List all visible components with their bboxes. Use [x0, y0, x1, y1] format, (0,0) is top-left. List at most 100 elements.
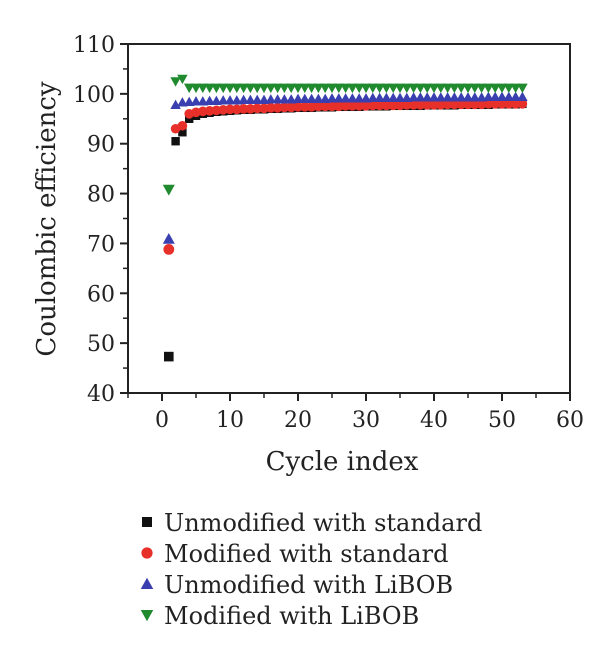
data-point — [387, 83, 399, 94]
legend-label: Modified with LiBOB — [164, 602, 419, 630]
data-points — [162, 74, 528, 362]
data-point — [435, 83, 447, 94]
data-point — [455, 83, 467, 94]
data-point — [272, 83, 283, 94]
x-tick-label: 50 — [488, 408, 516, 433]
data-point — [401, 83, 413, 94]
data-point — [163, 244, 175, 255]
data-point — [353, 93, 365, 103]
legend: Unmodified with standard Modified with st… — [140, 509, 482, 630]
data-point — [225, 104, 235, 115]
data-point — [251, 83, 263, 94]
data-point — [428, 83, 440, 94]
data-point — [353, 83, 365, 94]
data-point — [374, 83, 385, 94]
data-point — [204, 95, 215, 106]
data-point — [170, 77, 181, 87]
data-point — [177, 120, 188, 131]
data-point — [381, 92, 392, 103]
data-point — [347, 101, 358, 111]
data-point — [197, 83, 209, 94]
legend-marker — [140, 610, 154, 622]
data-point — [388, 100, 399, 111]
data-point — [293, 102, 303, 112]
data-point — [333, 83, 345, 94]
data-point — [162, 232, 175, 244]
data-point — [340, 101, 351, 111]
y-tick-label: 50 — [87, 332, 115, 357]
data-point — [483, 83, 494, 94]
data-point — [224, 83, 236, 94]
data-point — [279, 94, 290, 104]
data-point — [387, 92, 399, 103]
data-point — [306, 93, 317, 104]
data-point — [442, 83, 453, 94]
data-point — [292, 93, 304, 104]
data-point — [360, 83, 372, 94]
data-point — [238, 83, 249, 94]
data-point — [462, 83, 474, 94]
data-point — [217, 95, 229, 105]
data-point — [510, 99, 521, 109]
data-point — [503, 91, 515, 102]
data-point — [300, 102, 310, 112]
data-point — [402, 100, 412, 110]
x-tick-label: 60 — [556, 408, 584, 433]
data-point — [238, 94, 249, 105]
x-tick-label: 40 — [420, 408, 448, 433]
data-point — [347, 93, 358, 103]
x-tick-label: 20 — [284, 408, 312, 433]
y-tick-label: 60 — [87, 282, 115, 307]
data-point — [408, 100, 419, 110]
data-point — [265, 94, 277, 104]
data-point — [340, 93, 351, 103]
data-point — [231, 83, 243, 94]
legend-marker — [142, 517, 152, 527]
data-point — [285, 83, 297, 94]
data-point — [279, 102, 290, 113]
data-point — [408, 83, 419, 94]
data-point — [279, 83, 290, 94]
data-point — [319, 83, 331, 94]
data-point — [496, 91, 508, 102]
data-point — [428, 92, 440, 102]
data-point — [490, 99, 501, 109]
series-4 — [162, 74, 528, 196]
data-point — [476, 83, 487, 94]
data-point — [381, 83, 392, 94]
data-point — [299, 93, 311, 104]
data-point — [449, 99, 460, 110]
data-point — [421, 92, 433, 102]
data-point — [347, 83, 358, 94]
data-point — [178, 128, 187, 137]
data-point — [313, 101, 324, 112]
data-point — [183, 83, 195, 94]
data-point — [394, 83, 406, 94]
data-point — [245, 94, 256, 105]
data-point — [177, 74, 188, 85]
data-point — [367, 83, 379, 94]
data-point — [462, 92, 474, 102]
data-point — [326, 83, 338, 94]
data-point — [408, 92, 419, 102]
data-point — [170, 99, 181, 110]
data-point — [217, 83, 229, 94]
legend-marker — [140, 577, 154, 589]
data-point — [368, 100, 378, 111]
data-point — [266, 103, 276, 113]
data-point — [190, 96, 202, 106]
y-tick-label: 80 — [87, 183, 115, 208]
y-axis-ticks: 40 50 60 70 80 90 100 110 — [73, 33, 128, 407]
data-point — [162, 184, 175, 196]
x-axis-title: Cycle index — [266, 447, 419, 477]
data-point — [517, 91, 528, 102]
data-point — [455, 92, 467, 102]
data-point — [252, 103, 262, 114]
data-point — [504, 99, 514, 109]
data-point — [313, 83, 324, 94]
data-point — [251, 94, 263, 105]
data-point — [245, 83, 256, 94]
y-tick-label: 90 — [87, 133, 115, 158]
data-point — [326, 93, 338, 103]
